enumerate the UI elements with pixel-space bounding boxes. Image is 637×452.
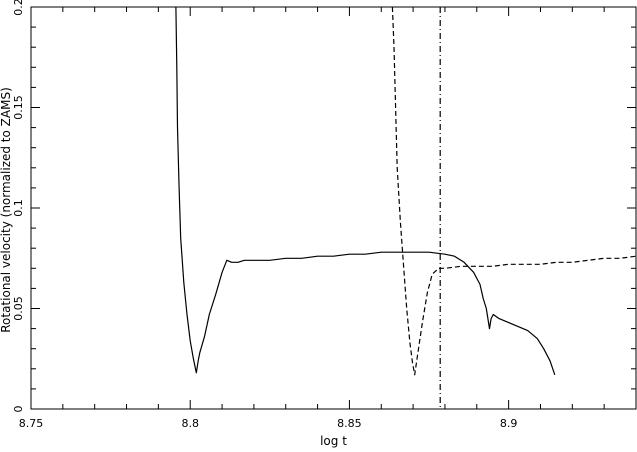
y-tick-label: 0.15 xyxy=(12,95,25,120)
x-tick-label: 8.8 xyxy=(181,417,199,430)
axis-ticks xyxy=(30,6,637,410)
y-tick-label: 0.2 xyxy=(12,0,25,16)
x-axis-label: log t xyxy=(320,434,347,448)
x-tick-label: 8.75 xyxy=(19,417,44,430)
series-line-dashed xyxy=(391,6,637,376)
x-tick-label: 8.85 xyxy=(337,417,362,430)
x-tick-label: 8.9 xyxy=(500,417,518,430)
series-group xyxy=(175,6,637,409)
y-axis-label: Rotational velocity (normalized to ZAMS) xyxy=(0,87,13,333)
tick-labels: 8.75 8.8 8.85 8.9 0 0.05 0.1 0.15 0.2 xyxy=(12,0,517,430)
plot-frame xyxy=(30,6,637,410)
y-tick-label: 0.1 xyxy=(12,199,25,217)
series-line-solid xyxy=(175,6,556,375)
y-tick-label: 0.05 xyxy=(12,296,25,321)
y-tick-label: 0 xyxy=(12,406,25,413)
